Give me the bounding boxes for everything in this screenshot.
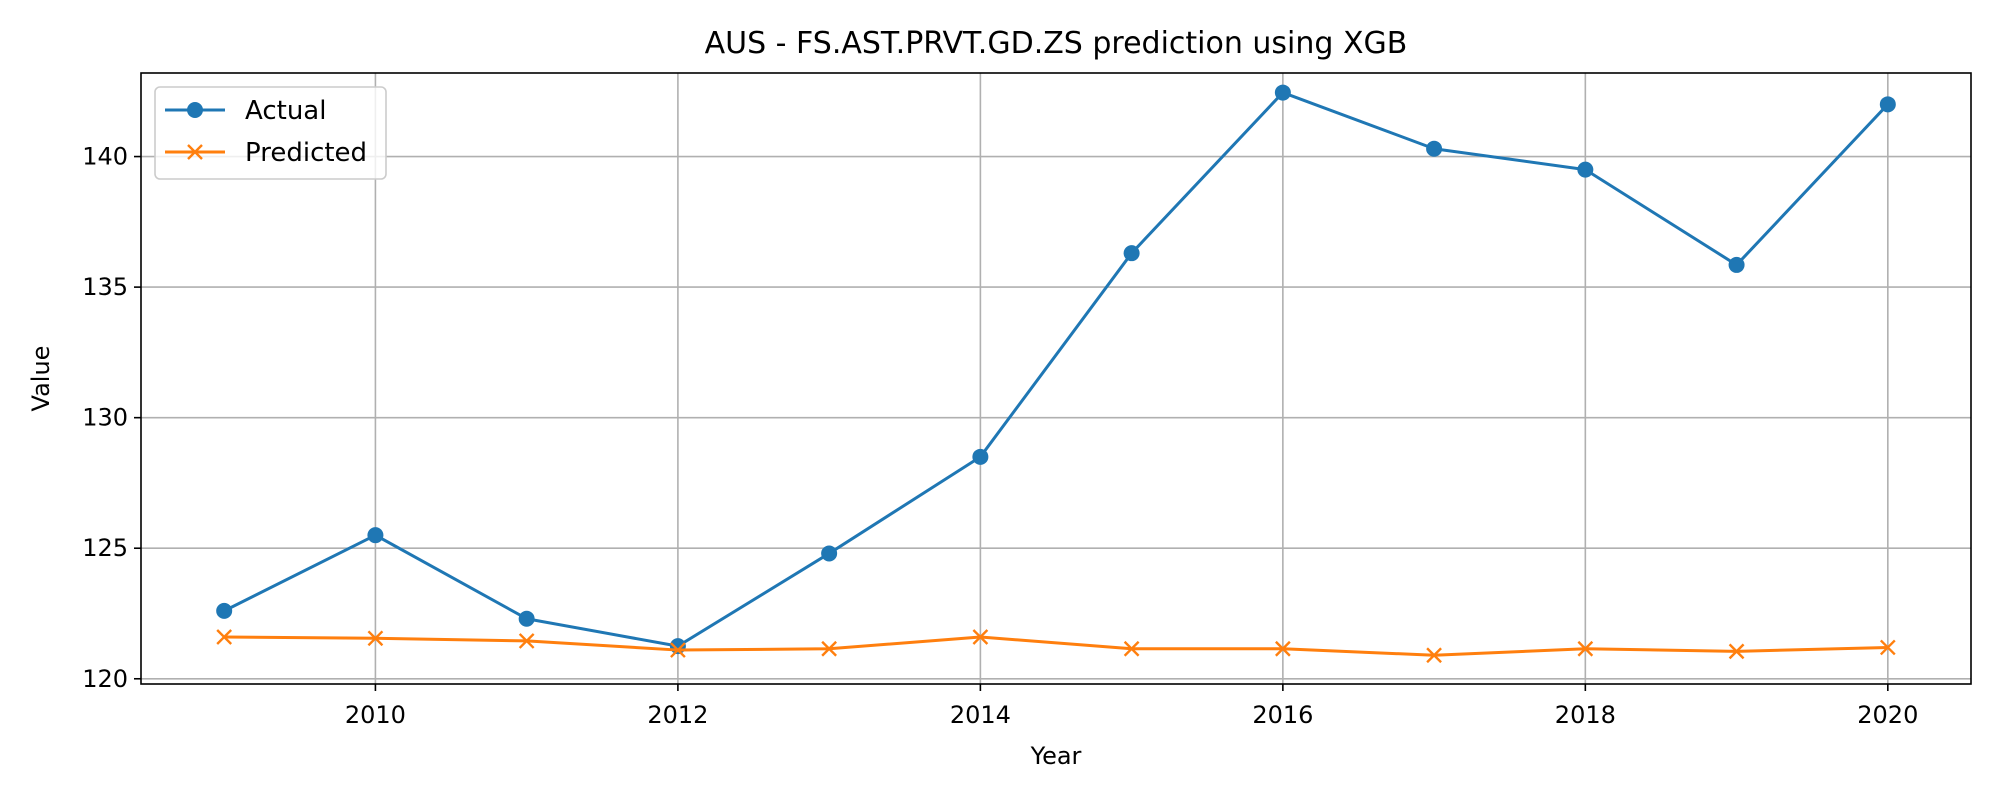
- y-axis-label: Value: [27, 346, 55, 412]
- x-tick-label: 2010: [345, 701, 406, 729]
- legend-item-actual: Actual: [165, 96, 326, 126]
- data-point-predicted: [1728, 643, 1745, 660]
- plot-frame: [140, 72, 1972, 685]
- data-point-actual: [821, 545, 838, 562]
- data-point-predicted: [216, 629, 233, 645]
- data-point-predicted: [1123, 640, 1140, 657]
- y-tick-label: 120: [82, 665, 128, 693]
- legend-label: Actual: [245, 96, 326, 126]
- chart-title: AUS - FS.AST.PRVT.GD.ZS prediction using…: [705, 26, 1408, 61]
- series-predicted: [216, 629, 1896, 664]
- x-axis-label: Year: [1030, 742, 1082, 770]
- data-point-actual: [1879, 96, 1896, 113]
- data-point-actual: [1274, 84, 1291, 101]
- data-point-predicted: [518, 633, 535, 649]
- data-point-predicted: [972, 629, 989, 645]
- series-layer: [216, 84, 1896, 664]
- data-point-predicted: [367, 630, 384, 647]
- legend-marker: [187, 144, 203, 160]
- data-point-actual: [367, 527, 384, 544]
- series-actual: [216, 84, 1896, 655]
- x-tick-label: 2018: [1555, 701, 1616, 729]
- data-point-actual: [1123, 245, 1140, 262]
- x-tick-label: 2014: [950, 701, 1011, 729]
- grid-layer: [141, 73, 1971, 684]
- data-point-predicted: [670, 642, 686, 658]
- y-tick-label: 130: [82, 404, 128, 432]
- y-tick-label: 135: [82, 273, 128, 301]
- data-point-predicted: [821, 640, 837, 657]
- data-point-actual: [1426, 140, 1443, 157]
- data-point-actual: [518, 610, 535, 627]
- data-point-predicted: [1426, 647, 1442, 664]
- data-point-actual: [972, 448, 989, 465]
- data-point-actual: [216, 602, 233, 619]
- legend-item-predicted: Predicted: [165, 138, 367, 168]
- series-line-predicted: [224, 635, 1888, 657]
- data-point-actual: [1728, 256, 1745, 273]
- legend: Actual Predicted: [154, 86, 387, 180]
- legend-marker: [187, 102, 203, 118]
- x-tick-label: 2016: [1252, 701, 1313, 729]
- legend-label: Predicted: [245, 138, 367, 168]
- data-point-actual: [1577, 161, 1594, 178]
- series-line-actual: [223, 91, 1889, 648]
- data-point-predicted: [1879, 639, 1896, 656]
- data-point-predicted: [1577, 640, 1594, 657]
- data-point-predicted: [1275, 640, 1291, 657]
- tick-layer: 2010 2012 2014 2016 2018 2020 120 125 130 135 140: [82, 143, 1918, 729]
- y-tick-label: 125: [82, 534, 128, 562]
- x-tick-label: 2012: [647, 701, 708, 729]
- x-tick-label: 2020: [1857, 701, 1918, 729]
- y-tick-label: 140: [82, 143, 128, 171]
